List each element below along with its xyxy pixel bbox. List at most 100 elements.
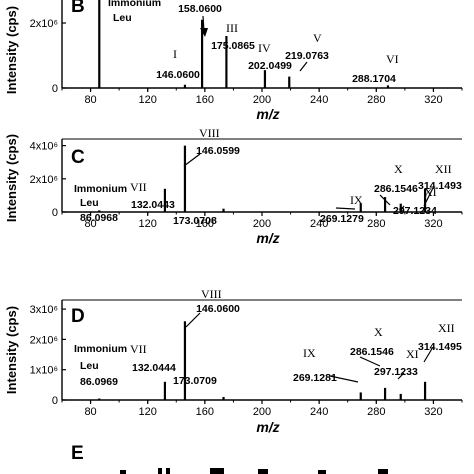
y-tick-label-d-1: 1x10⁶ (30, 365, 58, 377)
peak-label-c-286: 286.1546 (374, 183, 418, 195)
y-ticks-d: 0 1x10⁶ 2x10⁶ 3x10⁶ (30, 304, 66, 407)
y-axis-title-c: Intensity (cps) (4, 134, 19, 222)
peak-label-d-314: 314.1495 (418, 341, 462, 353)
immonium-label-b-line1: Immonium (108, 0, 161, 9)
y-axis-title-d: Intensity (cps) (4, 306, 19, 394)
arrow-head-b-158 (200, 28, 208, 37)
x-tick-label-c-0: 80 (84, 218, 96, 230)
immonium-value-d: 86.0969 (80, 376, 118, 388)
x-axis-title-d: m/z (256, 419, 279, 435)
roman-d-7: VII (130, 342, 147, 356)
peak-label-b-219: 219.0763 (285, 50, 329, 62)
x-tick-label-b-0: 80 (84, 94, 96, 106)
x-tick-label-d-4: 240 (310, 406, 328, 418)
x-tick-label-c-4: 240 (310, 218, 328, 230)
x-tick-label-d-6: 320 (424, 406, 442, 418)
x-axis-title-c: m/z (256, 230, 279, 246)
x-axis-title-b: m/z (256, 106, 279, 122)
immonium-label-c-line1: Immonium (74, 183, 127, 195)
y-tick-label-b-0: 0 (52, 83, 58, 95)
y-axis-title-b: Intensity (cps) (4, 6, 19, 94)
peak-label-d-297: 297.1233 (374, 366, 418, 378)
x-ticks-d: 80 120 160 200 240 280 320 (61, 400, 463, 418)
panel-b: B 80 120 160 200 240 280 320 0 2x10⁶ m/z Immoni… (30, 0, 463, 122)
y-ticks-c: 0 2x10⁶ 4x10⁶ (30, 141, 66, 219)
roman-d-8: VIII (201, 287, 222, 301)
immonium-label-d-line1: Immonium (74, 343, 127, 355)
panel-letter-e: E (71, 443, 84, 464)
peak-label-d-286: 286.1546 (350, 346, 394, 358)
immonium-label-b-line2: Leu (113, 12, 132, 24)
panel-e: E (71, 443, 388, 474)
y-tick-label-b-1: 2x10⁶ (30, 18, 58, 30)
peak-label-c-132: 132.0443 (131, 199, 175, 211)
annotation-arrow-panel-c-2 (335, 207, 356, 210)
y-tick-label-c-0: 0 (52, 207, 58, 219)
arrow-b-219 (299, 61, 308, 72)
annotation-arrow-panel-d-0 (185, 312, 201, 328)
x-tick-label-c-3: 200 (253, 218, 271, 230)
roman-b-5: V (313, 31, 322, 45)
peak-label-b-146: 146.0600 (156, 69, 200, 81)
x-tick-label-b-1: 120 (139, 94, 157, 106)
annotation-arrow-panel-d-4 (423, 346, 434, 363)
peaks-d (98, 321, 427, 400)
peak-label-d-173: 173.0709 (173, 375, 217, 387)
x-tick-label-b-6: 320 (424, 94, 442, 106)
panel-c: C 80 120 160 200 240 280 320 0 2x10⁶ 4x10⁶ m/z I… (30, 126, 463, 246)
peak-label-b-202: 202.0499 (248, 60, 292, 72)
panel-d: D 80 120 160 200 240 280 320 01x10⁶2x10⁶3x10⁶ … (30, 287, 463, 435)
roman-c-9: IX (350, 193, 363, 207)
peak-label-d-132: 132.0444 (132, 362, 176, 374)
annotation-arrow-panel-d-3 (397, 372, 405, 380)
peak-label-d-269: 269.1281 (293, 372, 337, 384)
peak-label-c-146: 146.0599 (196, 145, 240, 157)
x-tick-label-d-0: 80 (84, 406, 96, 418)
panel-letter-c: C (71, 147, 85, 168)
x-tick-label-b-5: 280 (367, 94, 385, 106)
x-tick-label-d-1: 120 (139, 406, 157, 418)
x-tick-label-b-3: 200 (253, 94, 271, 106)
roman-b-6: VI (386, 52, 399, 66)
annotation-arrow-panel-d-1 (359, 356, 381, 367)
panel-letter-d: D (71, 306, 85, 327)
immonium-label-d-line2: Leu (80, 360, 99, 372)
roman-d-12: XII (438, 321, 455, 335)
roman-c-10: X (394, 162, 403, 176)
roman-b-4: IV (258, 41, 271, 55)
x-tick-label-c-2: 160 (196, 218, 214, 230)
roman-b-3: III (226, 21, 238, 35)
x-tick-label-d-5: 280 (367, 406, 385, 418)
x-ticks-c: 80 120 160 200 240 280 320 (61, 212, 463, 230)
annotation-arrow-panel-c-1 (379, 194, 391, 206)
annotation-arrow-panel-d-2 (329, 375, 359, 383)
x-tick-label-c-1: 120 (139, 218, 157, 230)
peak-label-c-173: 173.0708 (173, 215, 217, 227)
y-ticks-b: 0 2x10⁶ (30, 18, 66, 95)
roman-c-8: VIII (199, 126, 220, 140)
annotation-arrow-panel-c-4 (423, 187, 434, 207)
y-tick-label-c-2: 4x10⁶ (30, 141, 58, 153)
peak-label-c-269: 269.1279 (320, 213, 364, 225)
x-tick-label-c-6: 320 (424, 218, 442, 230)
panel-letter-b: B (71, 0, 85, 17)
roman-b-1: I (173, 47, 177, 61)
annotation-arrow-panel-c-0 (183, 153, 201, 167)
x-tick-label-b-2: 160 (196, 94, 214, 106)
roman-d-10: X (374, 325, 383, 339)
y-tick-label-d-3: 3x10⁶ (30, 304, 58, 316)
peak-label-b-288: 288.1704 (352, 73, 396, 85)
peak-label-c-297: 297.1234 (393, 205, 437, 217)
annotation-arrow-panel-c-3 (399, 205, 405, 212)
x-tick-label-c-5: 280 (367, 218, 385, 230)
roman-c-12: XII (435, 162, 452, 176)
panel-e-clipped-marks (120, 468, 388, 474)
peak-label-b-175: 175.0865 (211, 40, 255, 52)
y-tick-label-d-2: 2x10⁶ (30, 334, 58, 346)
immonium-value-c: 86.0968 (80, 212, 118, 224)
x-ticks-b: 80 120 160 200 240 280 320 (61, 88, 463, 106)
peak-label-d-146: 146.0600 (196, 303, 240, 315)
y-tick-label-c-1: 2x10⁶ (30, 174, 58, 186)
peak-label-b-158: 158.0600 (178, 3, 222, 15)
